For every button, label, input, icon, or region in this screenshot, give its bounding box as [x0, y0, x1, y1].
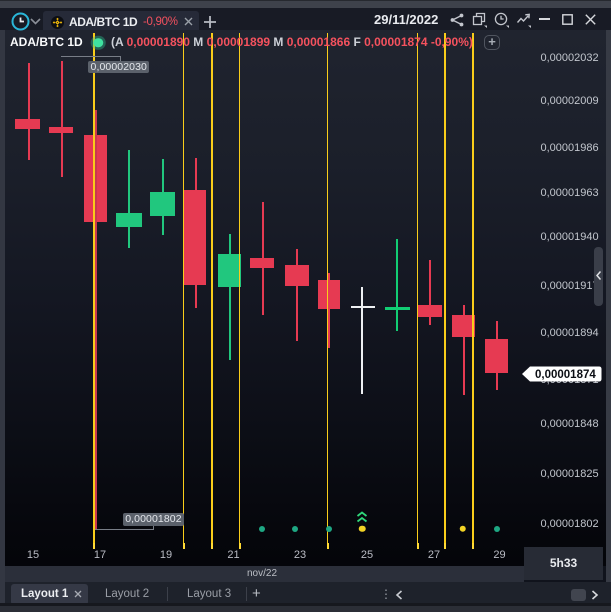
svg-text:0,00001874: 0,00001874: [535, 369, 596, 381]
